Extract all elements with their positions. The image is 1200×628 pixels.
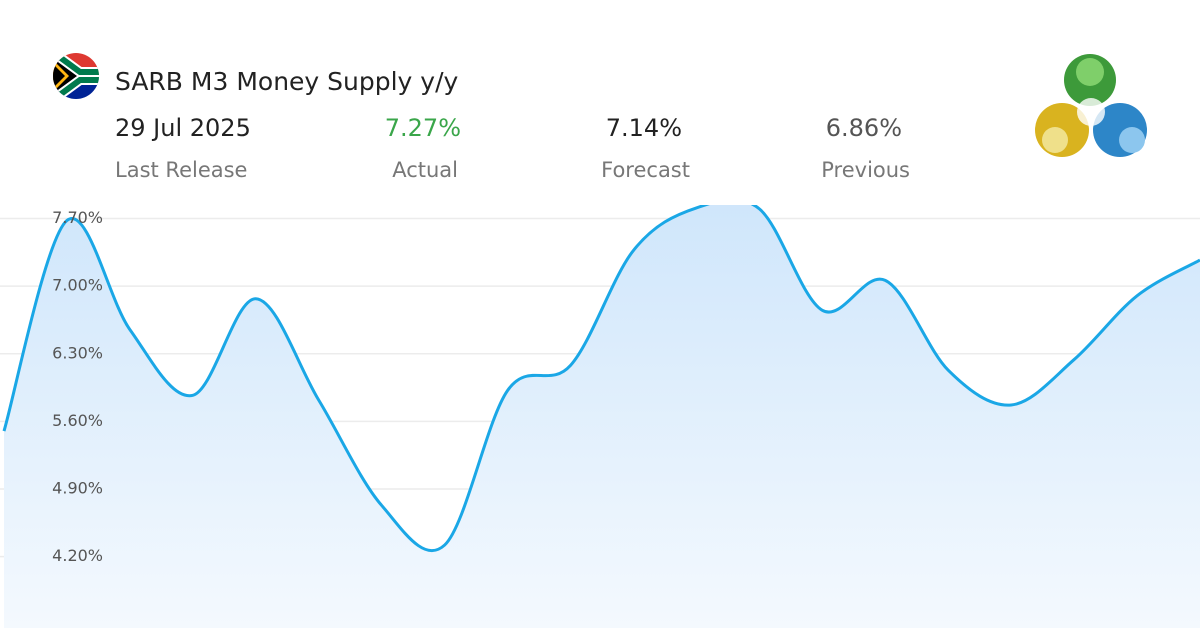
app-logo — [1035, 54, 1147, 157]
previous-label: Previous — [821, 158, 910, 182]
y-tick-label: 4.90% — [52, 479, 103, 498]
line — [2, 205, 1200, 553]
forecast-label: Forecast — [601, 158, 690, 182]
y-tick-label: 5.60% — [52, 411, 103, 430]
y-tick-label: 6.30% — [52, 343, 103, 362]
actual-label: Actual — [392, 158, 458, 182]
area — [4, 205, 1200, 628]
y-tick-label: 7.70% — [52, 208, 103, 227]
release-label: Last Release — [115, 158, 247, 182]
previous-value: 6.86% — [826, 114, 902, 142]
release-date: 29 Jul 2025 — [115, 114, 251, 142]
flag-icon — [53, 53, 99, 99]
y-tick-label: 4.20% — [52, 546, 103, 565]
actual-value: 7.27% — [385, 114, 461, 142]
y-tick-label: 7.00% — [52, 276, 103, 295]
forecast-value: 7.14% — [606, 114, 682, 142]
title: SARB M3 Money Supply y/y — [115, 67, 459, 96]
plot: 03.202405.202407.202409.202411.202401.20… — [0, 205, 1200, 628]
